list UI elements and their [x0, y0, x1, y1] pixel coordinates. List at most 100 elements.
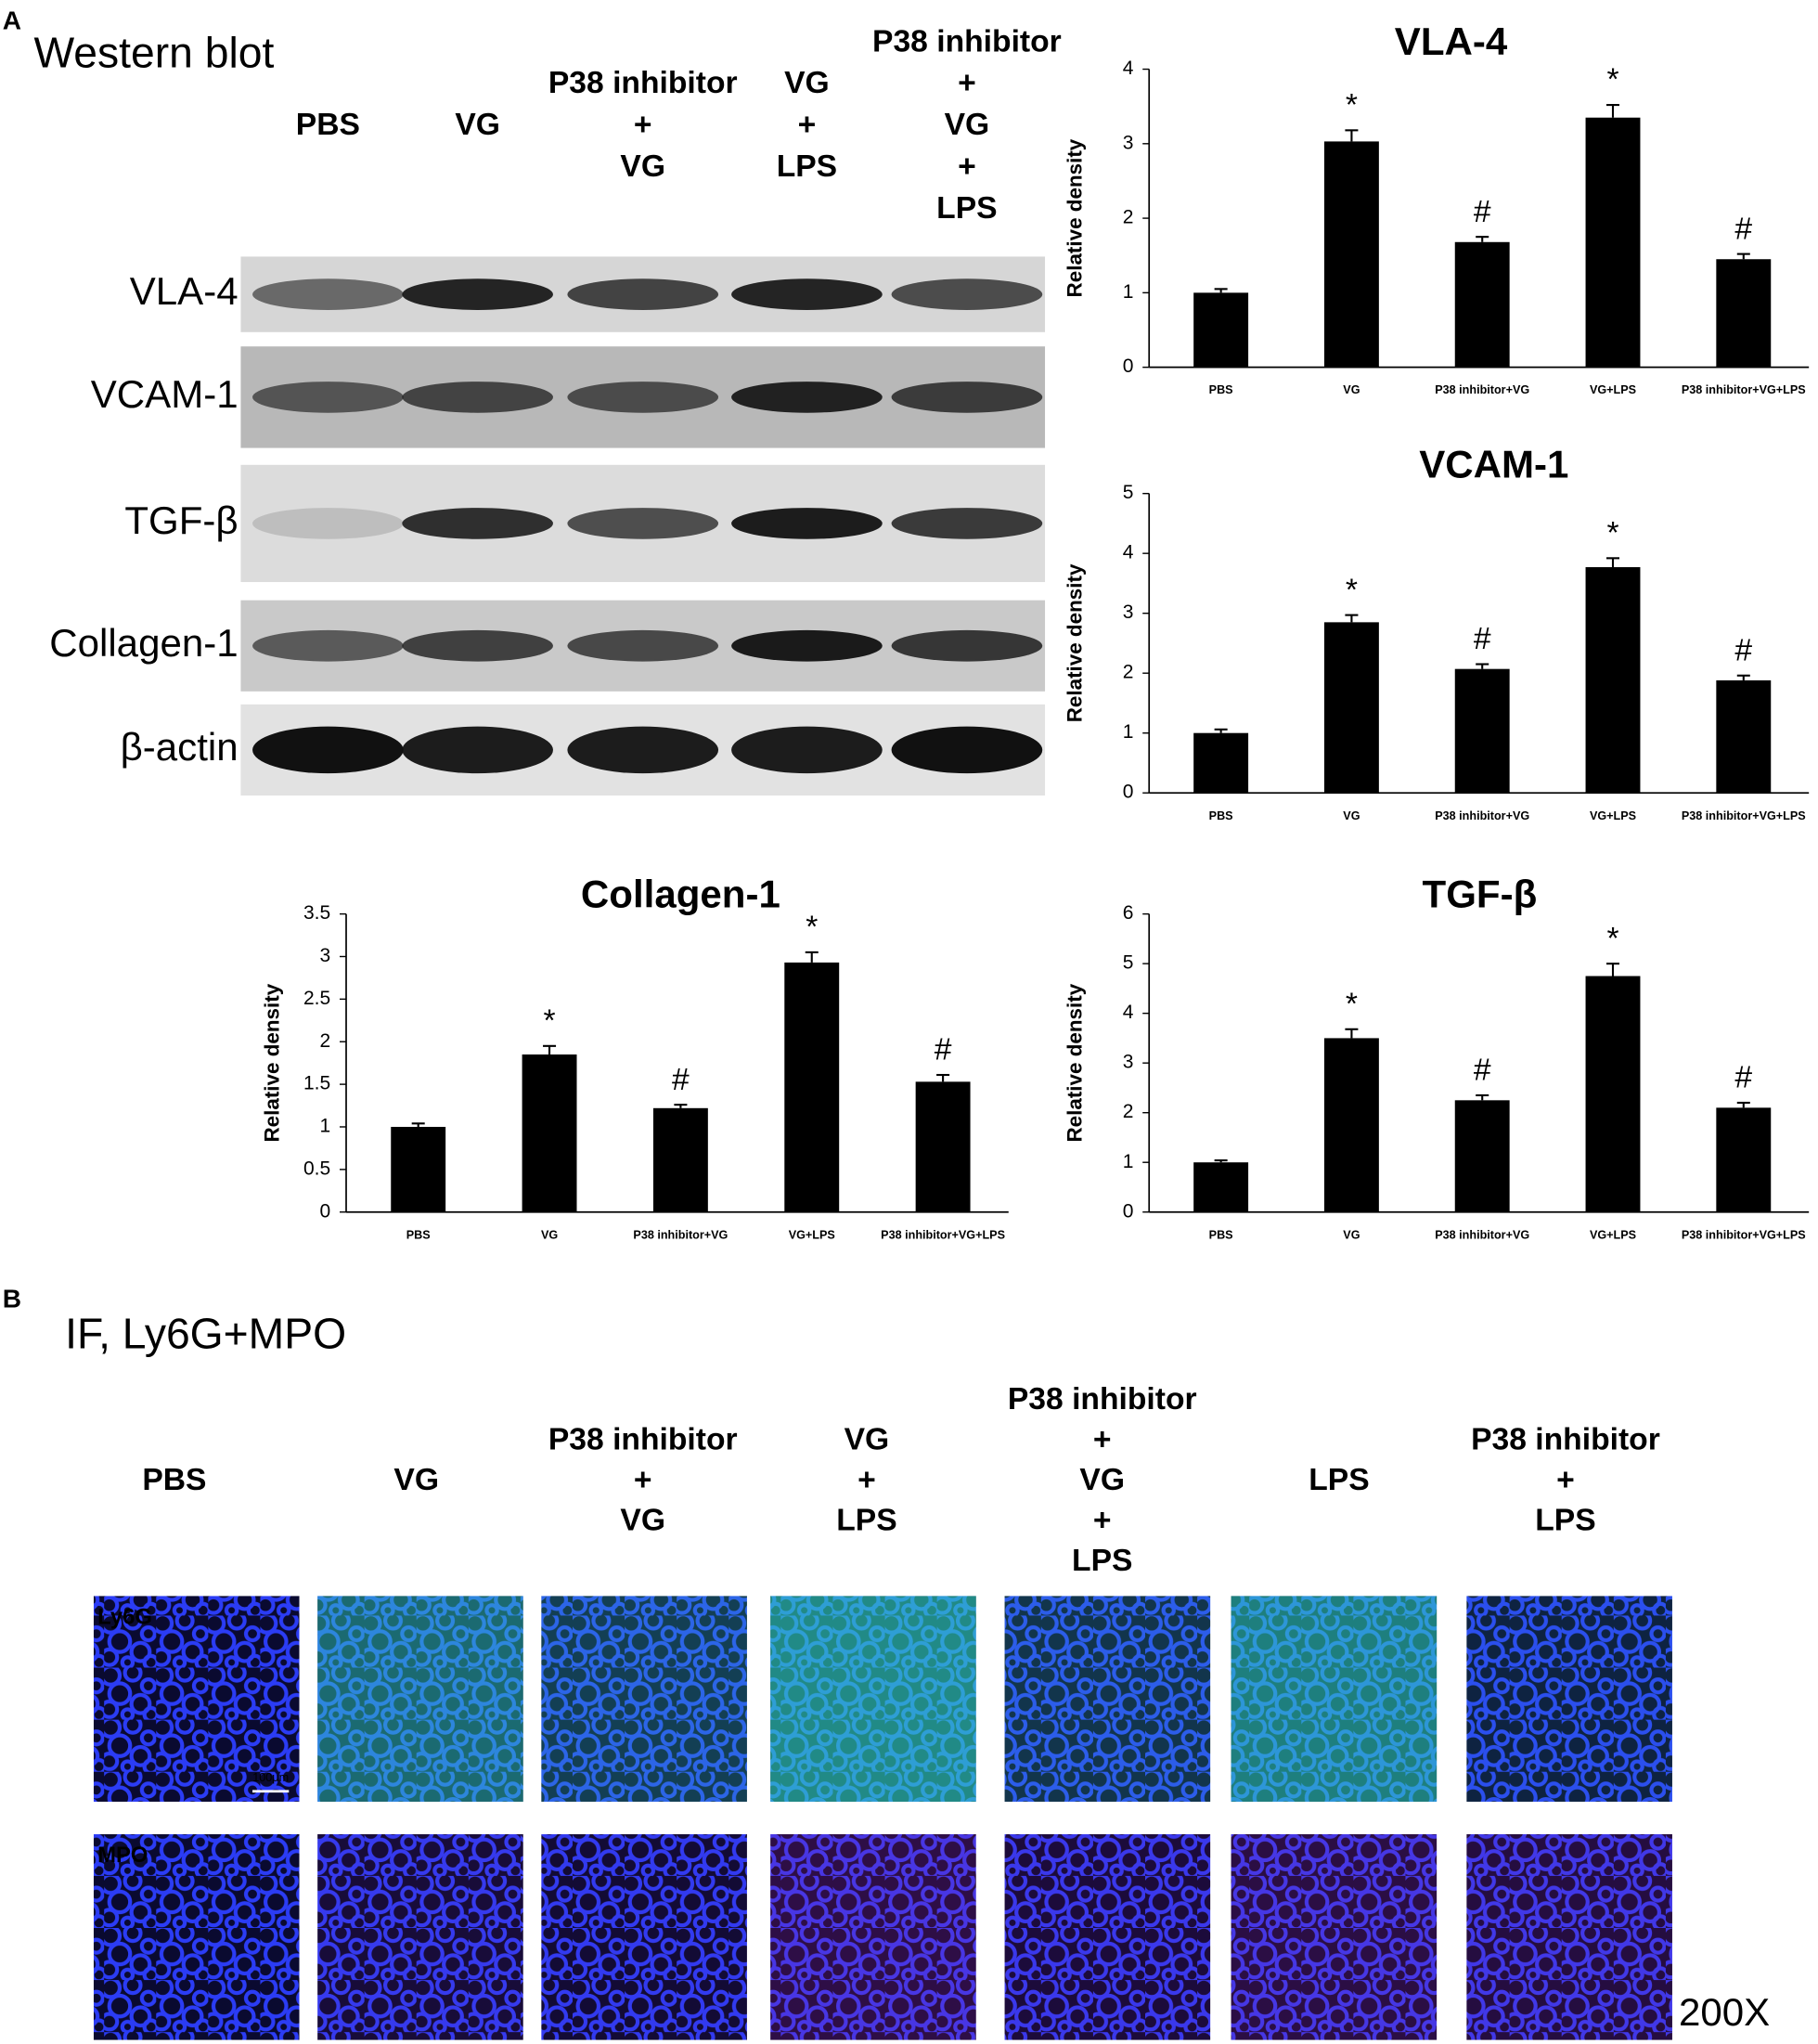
column-header: + [958, 66, 976, 100]
blot-band [567, 382, 719, 413]
column-header: + [857, 1463, 876, 1497]
bar [1716, 1107, 1772, 1212]
column-header: LPS [1535, 1503, 1595, 1537]
blot-band [402, 278, 553, 310]
y-tick-label: 0.5 [303, 1158, 330, 1179]
stain-overlay [1231, 1596, 1438, 1802]
x-tick-label: VG+LPS [1590, 809, 1636, 822]
x-tick-label: VG+LPS [789, 1228, 835, 1241]
y-tick-label: 5 [1123, 482, 1134, 503]
blot-band [252, 508, 404, 539]
bar [1454, 668, 1510, 794]
stain-overlay [770, 1834, 976, 2040]
row-label: Collagen-1 [49, 621, 238, 665]
bar [1716, 259, 1772, 368]
significance-marker: * [806, 911, 818, 945]
blot-band [891, 508, 1043, 539]
significance-marker: * [1606, 922, 1618, 956]
column-header: P38 inhibitor [872, 24, 1062, 58]
micrograph [317, 1834, 523, 2040]
chart-title: TGF-β [1423, 872, 1538, 915]
x-tick-label: PBS [406, 1228, 431, 1241]
panel-label: A [3, 6, 21, 34]
stain-overlay [1004, 1596, 1211, 1802]
chart-title: VCAM-1 [1419, 443, 1568, 486]
bar [1193, 1162, 1249, 1212]
column-header: P38 inhibitor [1471, 1422, 1660, 1456]
column-header: VG [620, 149, 665, 184]
x-tick-label: VG [1343, 809, 1360, 822]
row-label: VCAM-1 [91, 372, 239, 416]
column-header: VG [1079, 1463, 1125, 1497]
x-tick-label: P38 inhibitor+VG+LPS [1682, 809, 1806, 822]
column-header: LPS [1309, 1463, 1369, 1497]
y-tick-label: 2 [319, 1030, 330, 1052]
column-header: P38 inhibitor [548, 66, 738, 100]
micrograph [770, 1834, 976, 2040]
x-tick-label: P38 inhibitor+VG [1435, 809, 1529, 822]
blot-band [252, 726, 404, 774]
stain-overlay [1466, 1834, 1672, 2040]
x-tick-label: P38 inhibitor+VG [1435, 1228, 1529, 1241]
micrograph [1466, 1596, 1672, 1802]
blot-band [731, 726, 883, 774]
significance-marker: # [935, 1033, 952, 1067]
bar [1193, 732, 1249, 794]
blot-band [891, 629, 1043, 662]
significance-marker: # [1734, 633, 1752, 667]
blot-band [731, 629, 883, 662]
y-tick-label: 4 [1123, 1002, 1134, 1023]
bar [1585, 567, 1641, 794]
column-header: + [1093, 1503, 1112, 1537]
column-header: + [798, 108, 817, 142]
column-header: VG [393, 1463, 439, 1497]
column-header: LPS [836, 1503, 896, 1537]
bar [1585, 976, 1641, 1212]
blot-band [402, 508, 553, 539]
column-header: + [634, 1463, 652, 1497]
column-header: + [1093, 1422, 1112, 1456]
stain-overlay [770, 1596, 976, 1802]
significance-marker: # [1474, 1054, 1491, 1088]
micrograph [93, 1596, 300, 1802]
y-tick-label: 4 [1123, 542, 1134, 563]
magnification: 200X [1679, 1990, 1770, 2034]
x-tick-label: P38 inhibitor+VG [633, 1228, 728, 1241]
row-label: VLA-4 [130, 269, 239, 313]
column-header: + [1556, 1463, 1575, 1497]
chart-title: VLA-4 [1395, 19, 1508, 63]
stain-label: MPO [97, 1843, 148, 1868]
significance-marker: * [1606, 516, 1618, 550]
y-tick-label: 1 [319, 1116, 330, 1137]
y-axis-label: Relative density [1064, 563, 1087, 722]
blot-band [731, 382, 883, 413]
bar [1193, 292, 1249, 368]
bar [652, 1107, 708, 1212]
y-tick-label: 3 [1123, 132, 1134, 153]
blot-band [731, 508, 883, 539]
bar [784, 962, 840, 1212]
micrograph [317, 1596, 523, 1802]
stain-overlay [1004, 1834, 1211, 2040]
micrograph [541, 1596, 747, 1802]
micrograph [1004, 1596, 1211, 1802]
column-header: LPS [1072, 1544, 1132, 1578]
blot-band [252, 278, 404, 310]
y-tick-label: 4 [1123, 58, 1134, 79]
y-axis-label: Relative density [1064, 138, 1087, 297]
x-tick-label: VG [1343, 1228, 1360, 1241]
stain-overlay [1231, 1834, 1438, 2040]
x-tick-label: P38 inhibitor+VG+LPS [1682, 1228, 1806, 1241]
row-label: β-actin [121, 725, 239, 769]
x-tick-label: PBS [1209, 383, 1233, 396]
column-header: LPS [777, 149, 837, 184]
panel-title: IF, Ly6G+MPO [65, 1310, 346, 1358]
row-label: TGF-β [124, 498, 238, 542]
stain-overlay [317, 1596, 523, 1802]
bar [522, 1054, 577, 1212]
x-tick-label: P38 inhibitor+VG [1435, 383, 1529, 396]
x-tick-label: PBS [1209, 1228, 1233, 1241]
y-tick-label: 5 [1123, 952, 1134, 974]
blot-band [731, 278, 883, 310]
